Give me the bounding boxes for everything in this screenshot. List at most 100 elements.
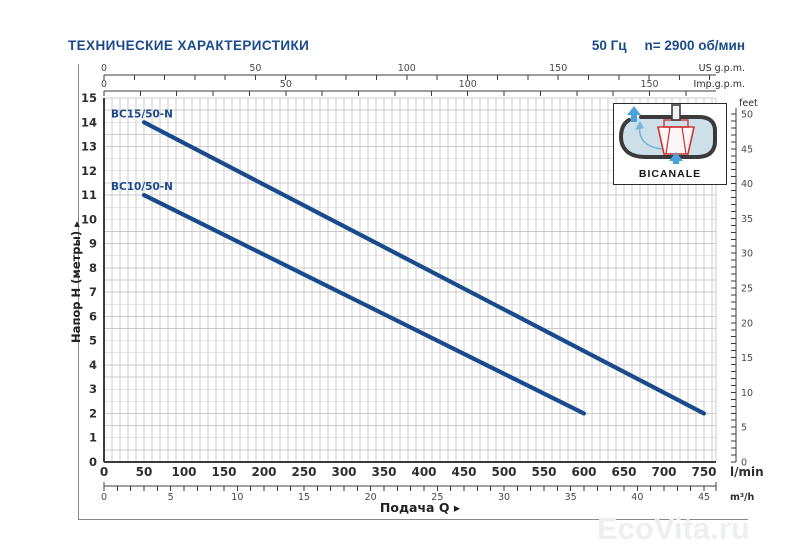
tick-label: 10 (81, 212, 97, 226)
tick-label: 300 (331, 465, 356, 479)
tick-label: 12 (81, 164, 97, 178)
x-axis-m3h: 0 5 10 15 20 25 30 35 40 45 m³/h (101, 482, 755, 503)
x-axis-title: Подача Q ▸ (380, 500, 461, 515)
tick-label: 600 (571, 465, 596, 479)
curve-line-bc10-50-n (141, 192, 587, 416)
x-axis-unit-imp_gpm: Imp.g.p.m. (694, 79, 745, 90)
tick-label: 50 (741, 110, 753, 121)
figure-frame-bottom (78, 519, 748, 520)
pump-schematic-icon (618, 104, 717, 164)
tick-label: 20 (365, 492, 377, 503)
tick-label: 40 (741, 179, 753, 190)
tick-label: 350 (371, 465, 396, 479)
tick-label: 15 (298, 492, 310, 503)
y-axis-unit-feet: feet (739, 98, 758, 109)
tick-label: 700 (651, 465, 676, 479)
tick-label: 30 (741, 249, 753, 260)
tick-label: 200 (251, 465, 276, 479)
discharge-arrow-icon (627, 106, 641, 115)
tick-label: 8 (89, 261, 97, 275)
tick-label: 15 (81, 91, 97, 105)
tick-label: 30 (498, 492, 510, 503)
flow-curve-arrowhead-icon (635, 121, 644, 130)
curve-label-bc15-50-n: BC15/50-N (111, 108, 173, 120)
impeller-vane (665, 126, 671, 155)
tick-label: 5 (168, 492, 174, 503)
tick-label: 100 (459, 79, 477, 90)
tick-label: 0 (101, 63, 107, 74)
curve-label-bc10-50-n: BC10/50-N (111, 181, 173, 193)
tick-label: 100 (171, 465, 196, 479)
tick-label: 35 (565, 492, 577, 503)
tick-label: 35 (741, 214, 753, 225)
plot-axes (103, 98, 716, 463)
frequency-value: 50 Гц (591, 38, 627, 53)
tick-label: 15 (741, 353, 753, 364)
tick-label: 5 (89, 334, 97, 348)
tick-label: 250 (291, 465, 316, 479)
tick-label: 750 (691, 465, 716, 479)
tick-label: 5 (741, 423, 747, 434)
x-axis-title: Подача Q ▸ (380, 500, 461, 515)
chart-grid (103, 97, 717, 463)
tick-label: 4 (89, 358, 97, 372)
tick-label: 150 (211, 465, 236, 479)
y-axis-title: Напор H (метры) ▸ (69, 221, 83, 343)
tick-label: 14 (81, 115, 97, 129)
tick-label: 25 (431, 492, 443, 503)
suction-arrow-stem (673, 161, 679, 164)
inset-label: BICANALE (638, 168, 702, 180)
tick-label: 10 (231, 492, 243, 503)
x-axis-imp_gpm: 0 50 100 150 Imp.g.p.m. (101, 79, 745, 96)
tick-label: 7 (89, 285, 97, 299)
x-axis-unit-m3h: m³/h (730, 492, 755, 503)
tick-label: 11 (81, 188, 97, 202)
impeller-icon (657, 126, 695, 155)
tick-label: 0 (89, 455, 97, 469)
tick-label: 9 (89, 237, 97, 251)
tick-label: 0 (101, 492, 107, 503)
suction-arrow-icon (669, 152, 683, 161)
tick-label: 500 (491, 465, 516, 479)
tick-label: 40 (631, 492, 643, 503)
tick-label: 650 (611, 465, 636, 479)
tick-label: 150 (640, 79, 658, 90)
tick-label: 50 (136, 465, 153, 479)
tick-label: 450 (451, 465, 476, 479)
tick-label: 0 (741, 458, 747, 469)
tick-label: 13 (81, 140, 97, 154)
speed-value: n= 2900 об/мин (644, 38, 745, 53)
tick-label: 45 (741, 144, 753, 155)
tick-label: 3 (89, 382, 97, 396)
pump-casing-outline (618, 115, 717, 159)
x-axis-unit-lmin: l/min (730, 465, 764, 479)
x-axis-lmin: 0 50 100 150 200 250 300 350 400 450 500 550 600 650 7… (100, 465, 764, 479)
tick-label: 6 (89, 309, 97, 323)
curve-bc10-50-n: BC10/50-N (111, 181, 587, 416)
tick-label: 550 (531, 465, 556, 479)
tick-label: 2 (89, 406, 97, 420)
tick-label: 100 (398, 63, 416, 74)
page-title: ТЕХНИЧЕСКИЕ ХАРАКТЕРИСТИКИ (68, 38, 310, 53)
tick-label: 20 (741, 318, 753, 329)
y-axis-title: Напор H (метры) ▸ (69, 221, 83, 343)
x-axis-unit-us_gpm: US g.p.m. (699, 63, 745, 74)
shaft-icon (671, 104, 681, 121)
x-axis-us_gpm: 0 50 100 150 US g.p.m. (101, 63, 745, 80)
tick-label: 1 (89, 431, 97, 445)
tick-label: 0 (101, 79, 107, 90)
impeller-vane (681, 126, 687, 155)
header-specs: 50 Гц n= 2900 об/мин (592, 38, 745, 53)
curve-bc15-50-n: BC15/50-N (111, 108, 707, 416)
curve-line-bc15-50-n (141, 120, 707, 416)
tick-label: 150 (549, 63, 567, 74)
watermark: EcoVita.ru (597, 511, 750, 546)
tick-label: 400 (411, 465, 436, 479)
tick-label: 50 (249, 63, 261, 74)
discharge-arrow-stem (631, 115, 637, 122)
tick-label: 0 (100, 465, 108, 479)
